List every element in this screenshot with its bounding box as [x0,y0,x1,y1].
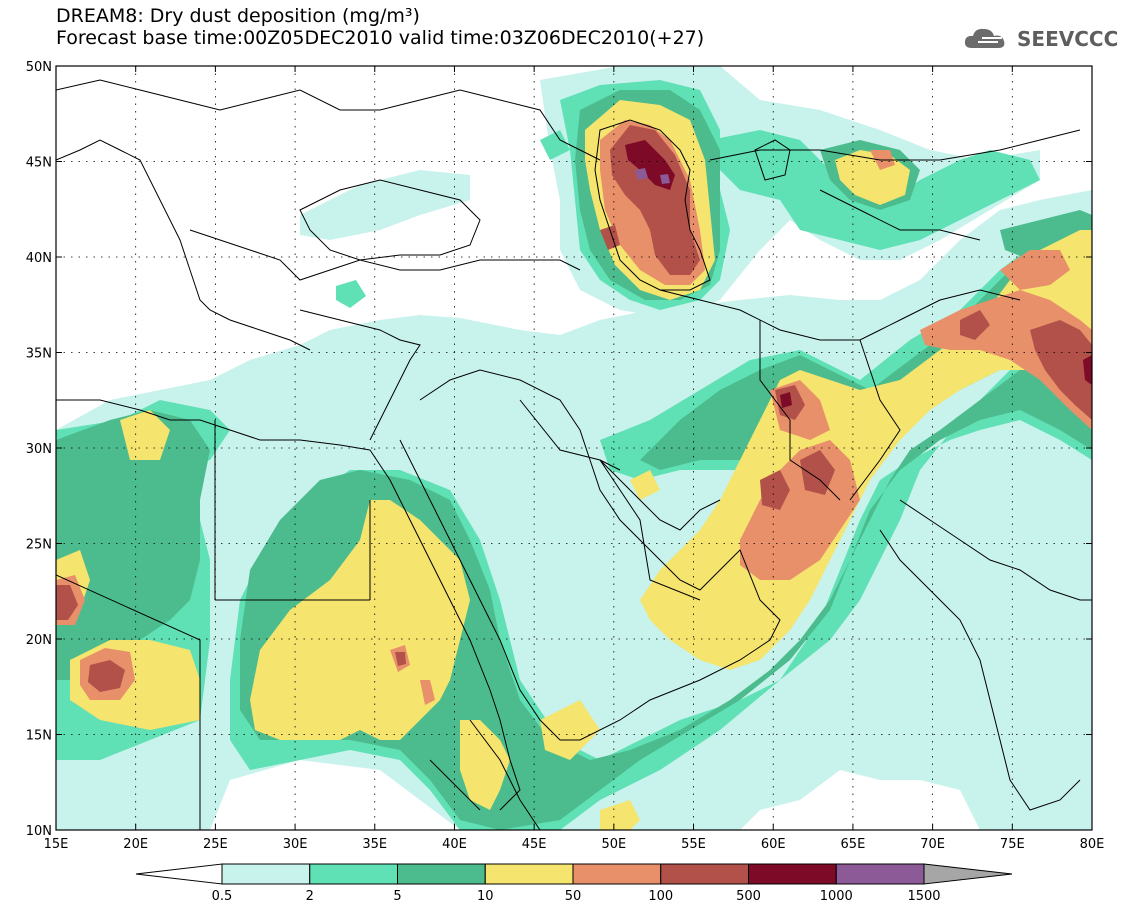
lat-tick-label: 40N [26,251,52,266]
colorbar-label: 1000 [820,889,853,904]
colorbar-min-arrow [135,863,223,885]
lat-tick-label: 20N [26,633,52,648]
colorbar-swatch [221,863,311,885]
lat-tick-label: 15N [26,729,52,744]
map-title: DREAM8: Dry dust deposition (mg/m³) [56,5,420,27]
seevccc-logo: SEEVCCC [962,24,1118,54]
colorbar-label: 5 [393,889,401,904]
colorbar-swatch [572,863,662,885]
colorbar-label: 10 [477,889,494,904]
colorbar-swatch [748,863,837,885]
lon-tick-label: 15E [44,837,69,852]
lon-tick-label: 80E [1080,837,1105,852]
lon-tick-label: 50E [601,837,626,852]
colorbar-label: 1500 [907,889,940,904]
lat-tick-label: 35N [26,347,52,362]
colorbar-swatch [397,863,486,885]
lat-tick-label: 45N [26,156,52,171]
lon-tick-label: 35E [362,837,387,852]
lon-tick-label: 45E [522,837,547,852]
longitude-axis: 15E 20E 25E 30E 35E 40E 45E 50E 55E 60E 65E 70E 75E 8… [44,66,1105,852]
lon-tick-label: 60E [761,837,786,852]
lon-tick-label: 65E [841,837,866,852]
lon-tick-label: 20E [123,837,148,852]
colorbar-label: 50 [565,889,582,904]
lon-tick-label: 75E [1000,837,1025,852]
dust-deposition-field [56,66,1092,830]
colorbar-max-arrow [923,863,1013,885]
colorbar-swatch [484,863,574,885]
colorbar-legend: 0.5 2 5 10 50 100 500 1000 1500 [135,863,1013,904]
lon-tick-label: 40E [442,837,467,852]
coastlines-borders [56,79,1092,830]
lat-tick-label: 30N [26,442,52,457]
forecast-time-subtitle: Forecast base time:00Z05DEC2010 valid ti… [56,27,705,49]
lat-tick-label: 10N [26,824,52,839]
colorbar-swatch [660,863,749,885]
cloud-icon [964,28,1005,48]
logo-text: SEEVCCC [1017,27,1119,51]
colorbar-label: 0.5 [212,889,233,904]
lat-tick-label: 25N [26,538,52,553]
colorbar-label: 2 [306,889,314,904]
colorbar-swatch [309,863,398,885]
latitude-axis: 10N 15N 20N 25N 30N 35N 40N 45N 50N [26,60,1092,839]
colorbar-swatch [835,863,925,885]
colorbar-label: 100 [648,889,673,904]
colorbar-label: 500 [736,889,761,904]
lon-tick-label: 70E [920,837,945,852]
lon-tick-label: 55E [681,837,706,852]
lat-tick-label: 50N [26,60,52,75]
lon-tick-label: 25E [203,837,228,852]
lat-lon-grid [56,66,1092,830]
lon-tick-label: 30E [283,837,308,852]
